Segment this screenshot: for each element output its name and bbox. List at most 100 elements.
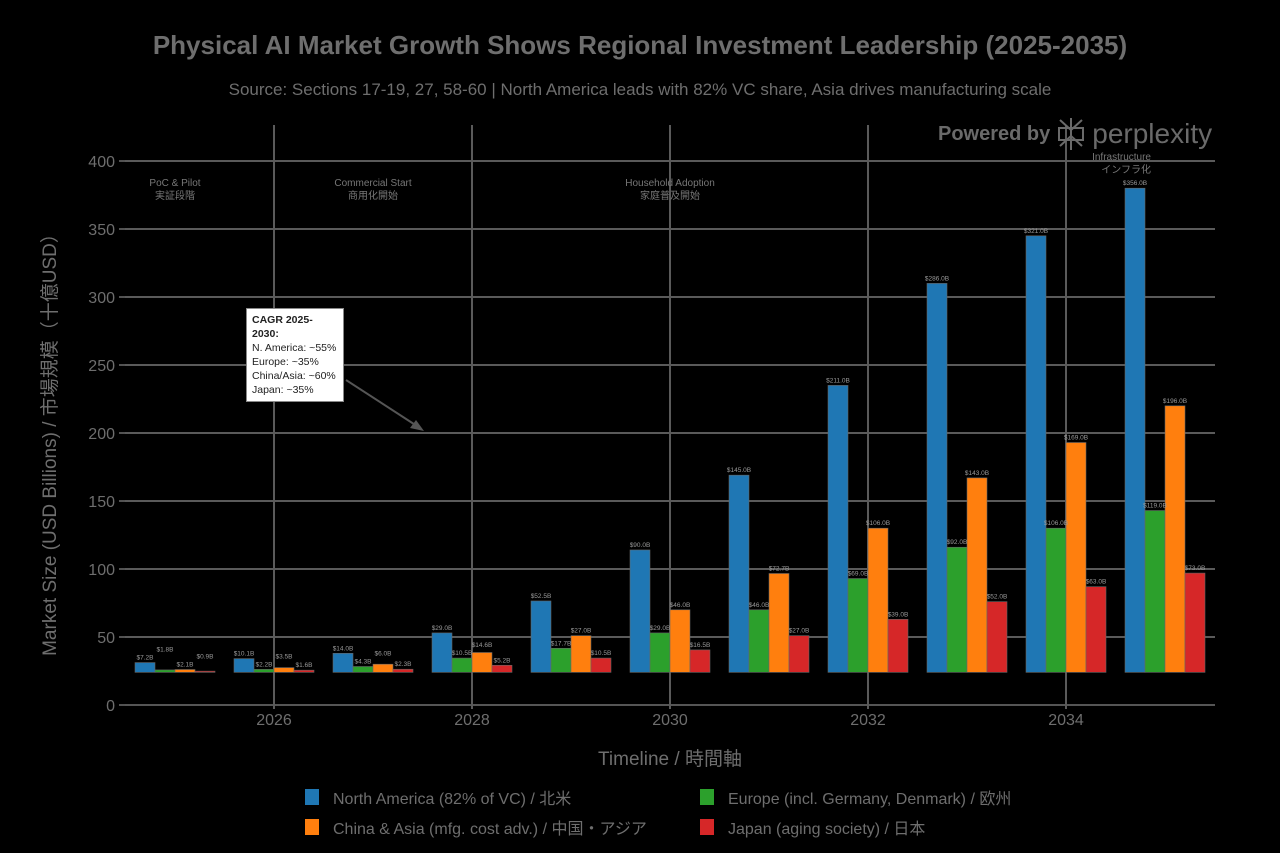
x-tick-label: 2032 xyxy=(850,712,886,729)
cagr-callout: CAGR 2025-2030: N. America: ~55% Europe:… xyxy=(246,308,344,402)
legend-swatch xyxy=(700,789,714,805)
bar-value-label: $211.0B xyxy=(826,377,850,384)
legend: North America (82% of VC) / 北米 Europe (i… xyxy=(305,785,1065,839)
y-tick-label: 50 xyxy=(97,630,115,647)
legend-item-north-america[interactable]: North America (82% of VC) / 北米 xyxy=(305,785,700,809)
bar xyxy=(867,527,889,673)
bar-value-label: $52.5B xyxy=(531,593,552,600)
legend-item-japan[interactable]: Japan (aging society) / 日本 xyxy=(700,815,1060,839)
bar-value-label: $46.0B xyxy=(749,602,770,609)
bar xyxy=(847,578,869,673)
bar xyxy=(372,663,394,673)
x-axis-label: Timeline / 時間軸 xyxy=(598,748,742,770)
bar xyxy=(748,609,770,673)
phase-label: Commercial Start xyxy=(334,178,411,189)
powered-by-badge: Powered by perplexity xyxy=(938,116,1212,152)
phase-label: Household Adoption xyxy=(625,178,715,189)
bar-value-label: $27.0B xyxy=(571,628,592,635)
bar xyxy=(649,632,671,673)
bar xyxy=(174,669,196,673)
phase-label-ja: 実証段階 xyxy=(155,189,195,202)
bar xyxy=(788,635,810,673)
bar-value-label: $14.6B xyxy=(472,642,493,649)
phase-label: Infrastructure xyxy=(1092,152,1151,163)
bar-value-label: $52.0B xyxy=(987,594,1008,601)
bar-value-label: $145.0B xyxy=(727,467,751,474)
bar xyxy=(1124,187,1146,673)
bar xyxy=(1025,235,1047,673)
bar xyxy=(570,635,592,673)
y-tick-label: 250 xyxy=(88,358,115,375)
bar-value-label: $29.0B xyxy=(650,625,671,632)
bar-value-label: $10.1B xyxy=(234,651,255,658)
callout-line: China/Asia: ~60% xyxy=(252,370,336,382)
bar xyxy=(946,546,968,673)
bar-value-label: $92.0B xyxy=(947,539,968,546)
bar xyxy=(590,657,612,673)
bar xyxy=(629,549,651,673)
phase-label-ja: 家庭普及開始 xyxy=(640,189,700,202)
y-axis-label: Market Size (USD Billions) / 市場規模（十億USD） xyxy=(39,224,61,656)
bar xyxy=(392,668,414,673)
bar xyxy=(431,632,453,673)
y-tick-label: 300 xyxy=(88,290,115,307)
y-tick-label: 100 xyxy=(88,562,115,579)
phase-label: PoC & Pilot xyxy=(149,178,200,189)
bar-value-label: $3.5B xyxy=(276,653,293,660)
bar-value-label: $196.0B xyxy=(1163,398,1187,405)
bar xyxy=(827,385,849,673)
legend-label: Europe (incl. Germany, Denmark) / 欧州 xyxy=(728,791,1012,808)
bar-value-label: $356.0B xyxy=(1123,180,1147,187)
bar-value-label: $72.7B xyxy=(769,565,790,572)
legend-item-china-asia[interactable]: China & Asia (mfg. cost adv.) / 中国・アジア xyxy=(305,815,700,839)
legend-swatch xyxy=(305,819,319,835)
callout-arrowhead xyxy=(410,420,424,431)
legend-label: North America (82% of VC) / 北米 xyxy=(333,791,572,808)
bars xyxy=(134,187,1206,673)
bar-value-label: $169.0B xyxy=(1064,435,1088,442)
y-tick-label: 350 xyxy=(88,222,115,239)
bar xyxy=(926,283,948,673)
callout-line: Japan: ~35% xyxy=(252,384,314,396)
legend-label: China & Asia (mfg. cost adv.) / 中国・アジア xyxy=(333,821,647,838)
bar xyxy=(1184,572,1206,673)
bar-value-label: $39.0B xyxy=(888,611,909,618)
bar xyxy=(887,619,909,673)
legend-swatch xyxy=(700,819,714,835)
axes: 0 50 100 150 200 250 300 350 400 2026 2028 2030 2032… xyxy=(88,154,1084,729)
bar xyxy=(1085,586,1107,673)
bar-value-label: $29.0B xyxy=(432,625,453,632)
bar xyxy=(451,657,473,673)
bar xyxy=(1164,405,1186,673)
bar-value-label: $63.0B xyxy=(1086,579,1107,586)
callout-line: N. America: ~55% xyxy=(252,342,337,354)
y-tick-label: 200 xyxy=(88,426,115,443)
phase-label-ja: インフラ化 xyxy=(1101,163,1151,176)
bar xyxy=(293,669,315,673)
bar-value-label: $6.0B xyxy=(375,651,392,658)
bar-value-label: $10.5B xyxy=(591,650,612,657)
bar-value-label: $286.0B xyxy=(925,275,949,282)
y-tick-label: 150 xyxy=(88,494,115,511)
bar xyxy=(986,601,1008,673)
bar-value-label: $321.0B xyxy=(1024,228,1048,235)
x-tick-label: 2028 xyxy=(454,712,490,729)
bar xyxy=(966,477,988,673)
bar-value-label: $7.2B xyxy=(137,655,154,662)
chart-title: Physical AI Market Growth Shows Regional… xyxy=(152,30,1128,60)
powered-by-text: Powered by xyxy=(938,122,1051,145)
bar-value-label: $16.5B xyxy=(690,642,711,649)
bar xyxy=(154,669,176,673)
bar xyxy=(194,670,216,673)
x-tick-label: 2026 xyxy=(256,712,292,729)
bar xyxy=(1144,510,1166,673)
bar xyxy=(689,649,711,673)
bar xyxy=(253,669,275,673)
bar xyxy=(1065,442,1087,673)
bar-value-label: $90.0B xyxy=(630,542,651,549)
legend-item-europe[interactable]: Europe (incl. Germany, Denmark) / 欧州 xyxy=(700,785,1060,809)
bar-value-label: $69.0B xyxy=(848,571,869,578)
bar-value-label: $10.5B xyxy=(452,650,473,657)
bar xyxy=(768,573,790,673)
